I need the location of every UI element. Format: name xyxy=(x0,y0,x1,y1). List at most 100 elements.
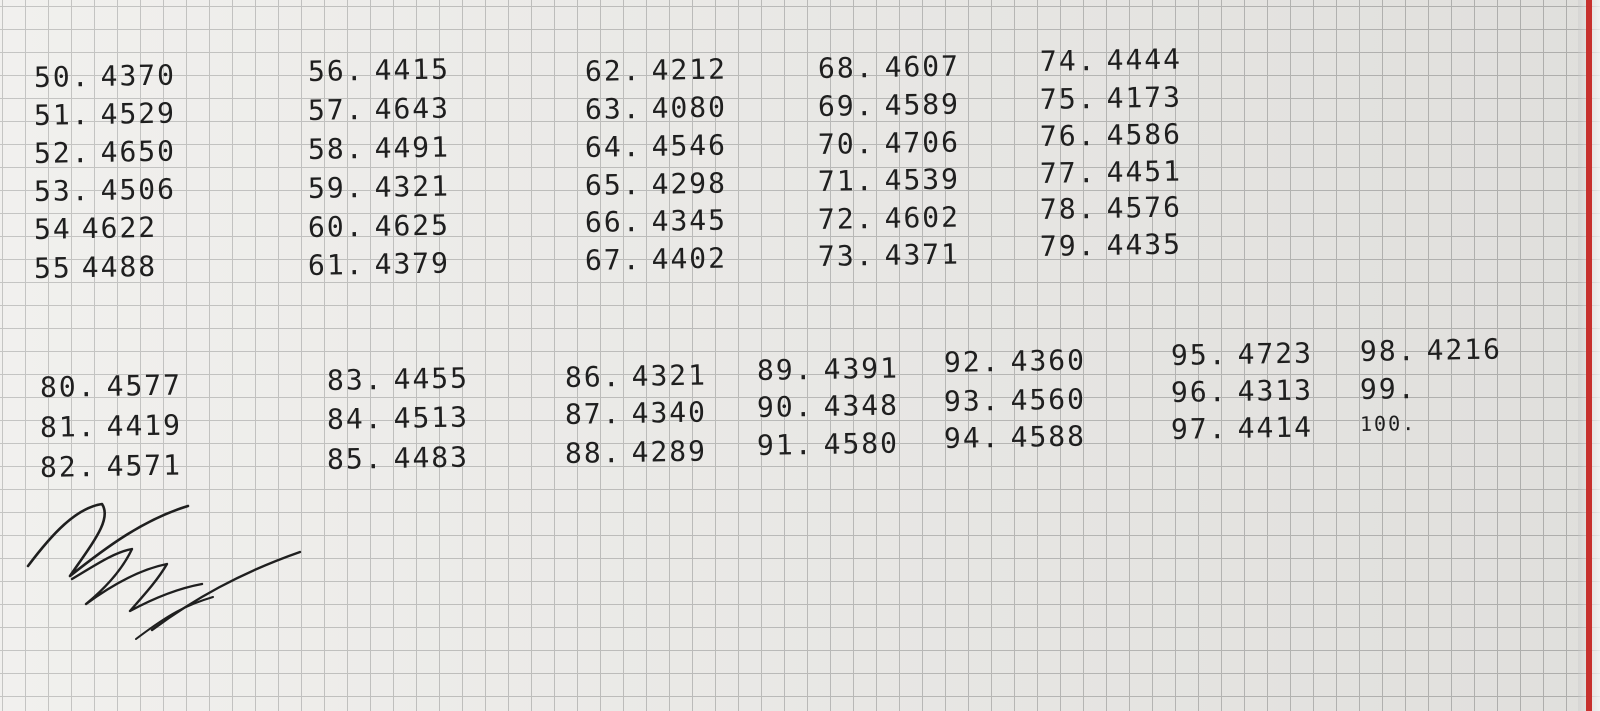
entry-value: 4348 xyxy=(823,388,900,423)
entry-53: 53. 4506 xyxy=(33,172,177,208)
entry-value: 4513 xyxy=(393,400,470,435)
entry-value: 4371 xyxy=(884,237,961,272)
entry-number: 98. xyxy=(1359,334,1417,368)
entry-value: 4622 xyxy=(81,210,158,246)
entry-number: 72. xyxy=(817,202,875,236)
entry-number: 65. xyxy=(584,168,642,202)
entry-76: 76. 4586 xyxy=(1039,117,1183,153)
entry-value: 4506 xyxy=(100,172,177,207)
entry-95: 95. 4723 xyxy=(1171,336,1314,372)
entry-value: 4483 xyxy=(393,440,470,475)
entry-value: 4402 xyxy=(651,241,728,276)
entry-value: 4414 xyxy=(1237,410,1314,445)
entry-value: 4539 xyxy=(884,162,961,197)
entry-number: 87. xyxy=(564,397,622,431)
entry-89: 89. 4391 xyxy=(757,352,900,387)
entry-92: 92. 4360 xyxy=(944,343,1087,379)
entry-value: 4723 xyxy=(1237,336,1314,371)
entry-value: 4435 xyxy=(1106,227,1183,262)
entry-number: 58. xyxy=(307,132,365,166)
entry-number: 99. xyxy=(1359,372,1417,406)
entry-80: 80. 4577 xyxy=(39,368,183,404)
entry-value: 4602 xyxy=(884,200,961,235)
entry-value: 4580 xyxy=(823,426,900,461)
entry-50: 50. 4370 xyxy=(33,58,177,94)
entry-value: 4607 xyxy=(884,49,961,84)
entry-100: 100. xyxy=(1360,411,1427,436)
entry-84: 84. 4513 xyxy=(326,400,470,436)
entry-value: 4298 xyxy=(651,166,728,201)
entry-58: 58. 4491 xyxy=(307,130,451,166)
entry-96: 96. 4313 xyxy=(1171,374,1314,409)
entry-number: 74. xyxy=(1039,44,1097,78)
entry-number: 90. xyxy=(756,390,814,424)
entry-value: 4586 xyxy=(1106,117,1183,152)
entry-77: 77. 4451 xyxy=(1040,154,1183,190)
entry-value: 4488 xyxy=(81,249,158,285)
entry-value: 4529 xyxy=(100,96,177,131)
entry-value: 4491 xyxy=(374,130,451,165)
entry-number: 55 xyxy=(33,251,72,285)
entry-number: 66. xyxy=(584,205,642,239)
entry-55: 55 4488 xyxy=(33,249,158,285)
entry-52: 52. 4650 xyxy=(33,134,177,170)
entry-number: 53. xyxy=(33,174,91,208)
entry-number: 54 xyxy=(33,212,72,246)
entry-value: 4643 xyxy=(374,91,451,126)
entry-54: 54 4622 xyxy=(33,210,158,246)
entry-number: 97. xyxy=(1170,412,1228,446)
entry-number: 75. xyxy=(1039,82,1097,116)
entry-69: 69. 4589 xyxy=(817,88,961,123)
entry-number: 61. xyxy=(307,248,365,282)
entry-number: 57. xyxy=(307,93,365,127)
entry-63: 63. 4080 xyxy=(585,91,728,126)
entry-number: 88. xyxy=(564,436,622,470)
entry-64: 64. 4546 xyxy=(585,128,728,164)
entry-51: 51. 4529 xyxy=(33,96,177,132)
entry-number: 70. xyxy=(817,127,875,161)
entry-number: 50. xyxy=(33,60,91,94)
entry-number: 69. xyxy=(817,89,875,123)
entry-57: 57. 4643 xyxy=(307,91,451,127)
entry-value: 4212 xyxy=(651,52,728,87)
entry-value: 4546 xyxy=(651,128,728,163)
entry-number: 79. xyxy=(1039,229,1097,263)
entry-number: 52. xyxy=(33,136,91,170)
entry-94: 94. 4588 xyxy=(943,420,1087,455)
entry-number: 60. xyxy=(307,210,365,244)
entry-number: 84. xyxy=(326,402,384,436)
entry-value: 4625 xyxy=(374,208,451,243)
entry-value: 4451 xyxy=(1106,154,1183,189)
entry-value: 4370 xyxy=(100,58,177,93)
entry-97: 97. 4414 xyxy=(1170,410,1314,446)
entry-70: 70. 4706 xyxy=(817,125,961,161)
entry-value: 4577 xyxy=(106,368,183,403)
entry-67: 67. 4402 xyxy=(584,241,728,277)
entry-number: 59. xyxy=(307,171,365,205)
entry-value: 4415 xyxy=(374,52,451,87)
entry-number: 85. xyxy=(326,442,384,476)
entry-75: 75. 4173 xyxy=(1039,81,1183,116)
entry-74: 74. 4444 xyxy=(1039,43,1183,78)
entry-number: 51. xyxy=(33,98,91,132)
entry-98: 98. 4216 xyxy=(1359,333,1503,368)
entry-number: 83. xyxy=(326,363,384,397)
entry-number: 78. xyxy=(1039,192,1097,226)
entry-number: 76. xyxy=(1039,119,1097,153)
entry-number: 94. xyxy=(943,421,1001,455)
entry-85: 85. 4483 xyxy=(326,440,470,476)
entry-62: 62. 4212 xyxy=(585,52,728,88)
entry-81: 81. 4419 xyxy=(39,408,183,444)
entry-value: 4706 xyxy=(884,125,961,160)
entry-value: 4650 xyxy=(100,134,177,169)
entry-value: 4419 xyxy=(106,408,183,443)
entry-number: 93. xyxy=(943,384,1001,418)
entry-99: 99. xyxy=(1359,372,1427,406)
entry-number: 81. xyxy=(39,410,97,444)
entry-value: 4571 xyxy=(106,448,183,483)
entry-number: 80. xyxy=(39,370,97,404)
entry-value: 4360 xyxy=(1010,343,1087,378)
entry-number: 56. xyxy=(307,54,365,88)
entry-number: 67. xyxy=(584,243,642,277)
